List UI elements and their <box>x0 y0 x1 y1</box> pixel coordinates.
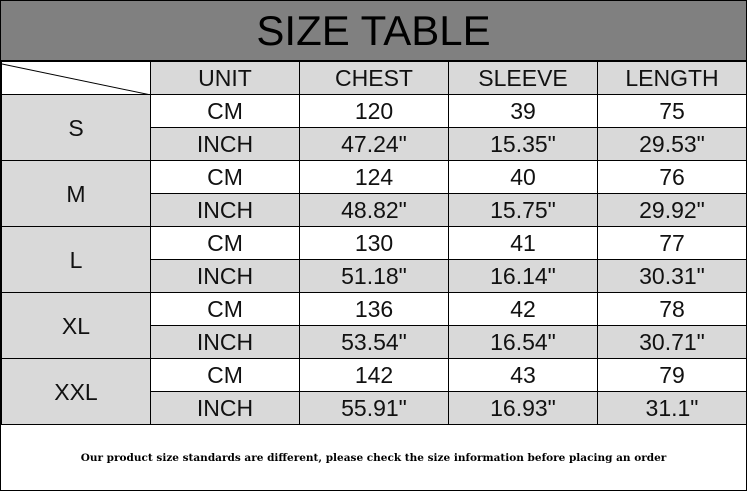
page-title: SIZE TABLE <box>1 1 746 61</box>
table-row-cm: XL CM 136 42 78 <box>1 292 746 359</box>
size-label: M <box>1 160 151 227</box>
size-label: XXL <box>1 358 151 425</box>
sleeve-cell: 39 <box>448 94 598 128</box>
chest-cell: 124 <box>299 160 449 194</box>
chest-cell: 55.91" <box>299 391 449 425</box>
table-row-cm: L CM 130 41 77 <box>1 226 746 293</box>
length-cell: 29.92" <box>597 193 746 227</box>
size-label: L <box>1 226 151 293</box>
table-row-cm: XXL CM 142 43 79 <box>1 358 746 425</box>
unit-cell: CM <box>150 94 300 128</box>
unit-cell: CM <box>150 358 300 392</box>
table-row-cm: S CM 120 39 75 <box>1 94 746 161</box>
unit-cell: INCH <box>150 391 300 425</box>
size-label: XL <box>1 292 151 359</box>
unit-cell: INCH <box>150 325 300 359</box>
length-cell: 30.31" <box>597 259 746 293</box>
corner-cell <box>1 61 151 95</box>
header-row: UNIT CHEST SLEEVE LENGTH <box>1 61 746 95</box>
chest-cell: 53.54" <box>299 325 449 359</box>
footer-note: Our product size standards are different… <box>80 451 667 464</box>
length-cell: 79 <box>597 358 746 392</box>
unit-cell: CM <box>150 226 300 260</box>
diagonal-line <box>2 63 151 95</box>
unit-cell: INCH <box>150 127 300 161</box>
header-sleeve: SLEEVE <box>448 61 598 95</box>
unit-cell: CM <box>150 160 300 194</box>
chest-cell: 142 <box>299 358 449 392</box>
sleeve-cell: 16.54" <box>448 325 598 359</box>
unit-cell: INCH <box>150 193 300 227</box>
chest-cell: 48.82" <box>299 193 449 227</box>
header-length: LENGTH <box>597 61 746 95</box>
size-table: UNIT CHEST SLEEVE LENGTH S CM 120 39 75 INCH 4… <box>1 61 746 425</box>
table-row-inch: INCH 51.18" 16.14" 30.31" <box>2 259 746 293</box>
table-row-inch: INCH 48.82" 15.75" 29.92" <box>2 193 746 227</box>
length-cell: 78 <box>597 292 746 326</box>
header-unit: UNIT <box>150 61 300 95</box>
length-cell: 31.1" <box>597 391 746 425</box>
sleeve-cell: 41 <box>448 226 598 260</box>
table-row-cm: M CM 124 40 76 <box>1 160 746 227</box>
size-label: S <box>1 94 151 161</box>
length-cell: 77 <box>597 226 746 260</box>
sleeve-cell: 15.75" <box>448 193 598 227</box>
table-row-inch: INCH 55.91" 16.93" 31.1" <box>2 391 746 425</box>
sleeve-cell: 16.93" <box>448 391 598 425</box>
header-chest: CHEST <box>299 61 449 95</box>
length-cell: 30.71" <box>597 325 746 359</box>
chest-cell: 47.24" <box>299 127 449 161</box>
sleeve-cell: 42 <box>448 292 598 326</box>
sleeve-cell: 43 <box>448 358 598 392</box>
table-row-inch: INCH 47.24" 15.35" 29.53" <box>2 127 746 161</box>
chest-cell: 136 <box>299 292 449 326</box>
length-cell: 29.53" <box>597 127 746 161</box>
unit-cell: CM <box>150 292 300 326</box>
sleeve-cell: 40 <box>448 160 598 194</box>
sleeve-cell: 15.35" <box>448 127 598 161</box>
length-cell: 76 <box>597 160 746 194</box>
sleeve-cell: 16.14" <box>448 259 598 293</box>
unit-cell: INCH <box>150 259 300 293</box>
length-cell: 75 <box>597 94 746 128</box>
chest-cell: 130 <box>299 226 449 260</box>
chest-cell: 51.18" <box>299 259 449 293</box>
chest-cell: 120 <box>299 94 449 128</box>
